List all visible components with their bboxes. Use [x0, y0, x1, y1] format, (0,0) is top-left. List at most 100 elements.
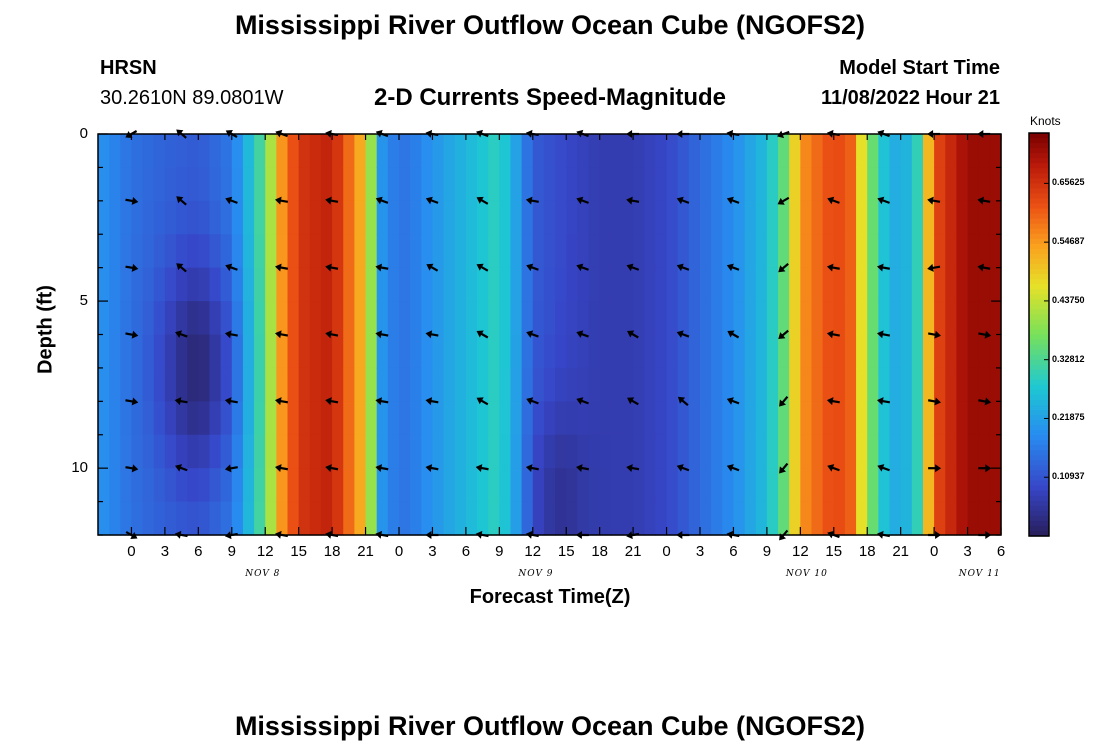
heatmap-cell [421, 167, 434, 202]
heatmap-cell [153, 367, 166, 402]
current-arrow [325, 464, 339, 472]
heatmap-cell [922, 301, 935, 336]
heatmap-cell [120, 401, 133, 436]
day-label: NOV 8 [245, 569, 281, 579]
colorbar-segment [1029, 243, 1049, 250]
heatmap-cell [131, 401, 144, 436]
heatmap-cell [822, 167, 835, 202]
heatmap-cell [298, 367, 311, 402]
heatmap-cell [610, 301, 623, 336]
heatmap-cell [332, 134, 344, 169]
heatmap-cell [187, 200, 199, 235]
colorbar-segment [1029, 158, 1049, 164]
heatmap-cell [209, 367, 222, 402]
heatmap-cell [176, 134, 188, 169]
heatmap-cell [142, 301, 155, 336]
heatmap-cell [365, 367, 378, 402]
colorbar-segment [1029, 168, 1049, 174]
heatmap-cell [543, 401, 556, 436]
heatmap-cell [755, 501, 768, 536]
current-arrow [627, 397, 639, 406]
heatmap-cell [621, 167, 634, 202]
heatmap-cell [978, 267, 991, 302]
heatmap-cell [967, 267, 980, 302]
heatmap-cell [978, 434, 991, 469]
heatmap-cell [242, 434, 255, 469]
heatmap-cell [309, 134, 322, 169]
heatmap-cell [187, 134, 199, 169]
heatmap-cell [120, 167, 133, 202]
heatmap-cell [956, 200, 969, 235]
current-arrow [928, 330, 941, 339]
heatmap-cell [521, 301, 534, 336]
heatmap-cell [644, 334, 657, 369]
heatmap-cell [231, 401, 244, 436]
heatmap-cell [477, 200, 489, 235]
heatmap-cell [844, 267, 857, 302]
heatmap-cell [153, 134, 166, 169]
heatmap-cell [833, 501, 846, 536]
heatmap-cell [677, 401, 690, 436]
heatmap-cell [644, 301, 657, 336]
heatmap-cell [410, 301, 422, 336]
heatmap-cell [410, 401, 422, 436]
heatmap-cell [543, 468, 556, 503]
heatmap-cell [967, 200, 980, 235]
heatmap-cell [588, 334, 601, 369]
heatmap-cell [789, 167, 801, 202]
heatmap-cell [499, 267, 512, 302]
heatmap-cell [387, 367, 400, 402]
heatmap-cell [688, 468, 701, 503]
heatmap-cell [376, 234, 389, 269]
heatmap-cell [399, 367, 411, 402]
current-arrow [175, 464, 188, 472]
heatmap-cell [867, 134, 879, 169]
heatmap-cell [911, 301, 924, 336]
heatmap-cell [354, 401, 367, 436]
colorbar-tick-label: 0.21875 [1052, 412, 1085, 423]
heatmap-cell [231, 267, 244, 302]
heatmap-cell [700, 334, 712, 369]
heatmap-cell [187, 334, 199, 369]
heatmap-cell [410, 367, 422, 402]
heatmap-cell [343, 468, 356, 503]
heatmap-cell [889, 334, 902, 369]
heatmap-cell [488, 367, 500, 402]
heatmap-cell [856, 267, 868, 302]
heatmap-cell [666, 401, 679, 436]
heatmap-cell [410, 234, 422, 269]
current-arrow [626, 464, 640, 472]
heatmap-cell [443, 167, 456, 202]
heatmap-cell [287, 134, 300, 169]
colorbar-segment [1029, 208, 1049, 215]
x-tick-label: 15 [290, 543, 307, 560]
heatmap-cell [989, 167, 1002, 202]
heatmap-cell [98, 501, 110, 536]
heatmap-cell [800, 234, 813, 269]
heatmap-cell [399, 134, 411, 169]
heatmap-cell [164, 134, 177, 169]
heatmap-cell [465, 167, 478, 202]
heatmap-cell [410, 501, 422, 536]
heatmap-cell [320, 200, 333, 235]
heatmap-cell [153, 334, 166, 369]
heatmap-cell [332, 234, 344, 269]
heatmap-cell [521, 434, 534, 469]
heatmap-cell [766, 167, 779, 202]
heatmap-cell [989, 367, 1002, 402]
heatmap-cell [399, 401, 411, 436]
current-arrow [475, 464, 489, 472]
current-arrow [826, 263, 840, 272]
heatmap-cell [109, 501, 121, 536]
heatmap-cell [98, 200, 110, 235]
heatmap-cell [599, 401, 612, 436]
heatmap-cell [555, 501, 567, 536]
heatmap-cell [599, 167, 612, 202]
heatmap-cell [577, 401, 590, 436]
colorbar-segment [1029, 359, 1049, 366]
heatmap-cell [711, 234, 723, 269]
colorbar-segment [1029, 430, 1049, 436]
colorbar-segment [1029, 389, 1049, 396]
heatmap-cell [833, 367, 846, 402]
heatmap-cell [766, 267, 779, 302]
